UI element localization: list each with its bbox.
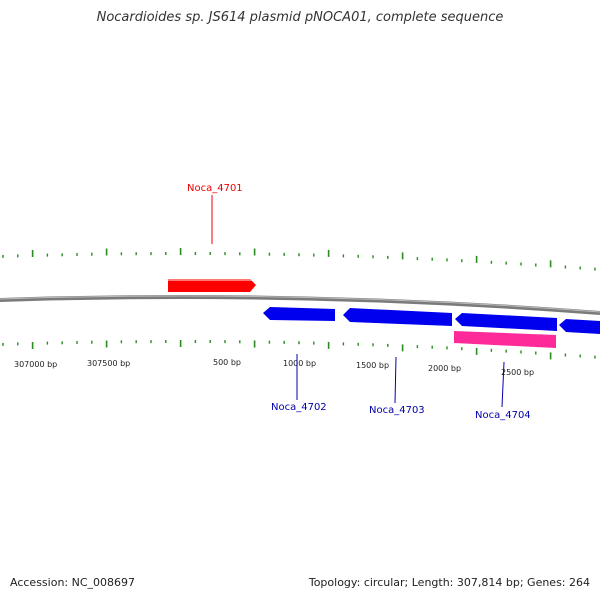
tick-label-1000: 1000 bp [283,359,316,368]
tick-label-2000: 2000 bp [428,364,461,373]
outer-tick-row [2,248,596,271]
gene-feature-reverse[interactable] [343,308,452,326]
gene-label-noca-4704[interactable]: Noca_4704 [475,410,531,421]
gene-label-noca-4701[interactable]: Noca_4701 [187,183,243,194]
inner-tick-row [2,340,596,360]
gene-callout-line [394,356,397,404]
map-title: Nocardioides sp. JS614 plasmid pNOCA01, … [96,10,504,25]
tick-label-500: 500 bp [213,358,241,367]
sequence-backbone [0,294,600,315]
gene-feature-rna[interactable] [454,331,556,348]
tick-label-2500: 2500 bp [501,368,534,377]
gene-callout-line [501,361,505,408]
gene-label-noca-4702[interactable]: Noca_4702 [271,402,327,413]
gene-feature-reverse[interactable] [455,313,557,331]
gene-feature-reverse[interactable] [559,319,600,334]
gene-label-noca-4703[interactable]: Noca_4703 [369,405,425,416]
gene-feature-reverse[interactable] [263,307,335,321]
tick-label-307000: 307000 bp [14,360,57,369]
tick-label-1500: 1500 bp [356,361,389,370]
tick-label-307500: 307500 bp [87,359,130,368]
sequence-summary: Topology: circular; Length: 307,814 bp; … [308,576,590,589]
accession-text: Accession: NC_008697 [10,576,136,589]
gene-feature-forward[interactable] [168,279,256,292]
